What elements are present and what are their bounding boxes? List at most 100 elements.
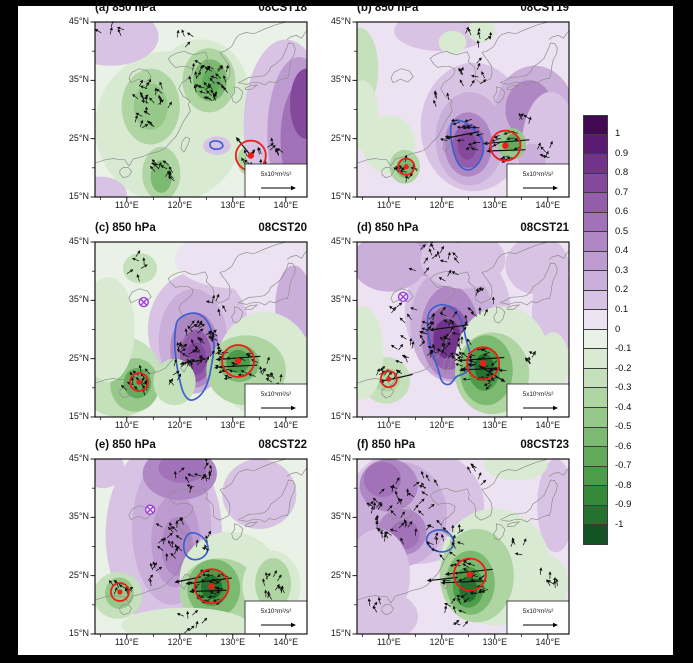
lat-tick-label: 35°N xyxy=(330,511,351,522)
blue-contour xyxy=(173,312,215,401)
colorbar-segment xyxy=(583,447,608,467)
cyclone-marker xyxy=(397,157,416,176)
lat-tick-label: 25°N xyxy=(68,569,89,580)
colorbar-tick-label: -0.6 xyxy=(615,440,632,452)
lat-tick-label: 15°N xyxy=(330,628,351,638)
panel-a: (a) 850 hPa 08CST18 5x10⁵m²/s² 45°N 35°N 25°N… xyxy=(45,2,317,215)
colorbar-tick-label: 0.4 xyxy=(615,245,629,257)
map-plot-a: 5x10⁵m²/s² xyxy=(90,21,308,202)
lon-tick-label: 130°E xyxy=(220,420,246,430)
scale-box: 5x10⁵m²/s² xyxy=(244,600,307,634)
scale-box: 5x10⁵m²/s² xyxy=(244,163,307,197)
colorbar-tick-label: 0.3 xyxy=(615,264,629,276)
scale-label: 5x10⁵m²/s² xyxy=(261,171,292,178)
colorbar-segment xyxy=(583,388,608,408)
lon-tick-label: 120°E xyxy=(167,200,193,210)
lat-tick-label: 25°N xyxy=(330,569,351,580)
colorbar-segment xyxy=(583,486,608,506)
map-layers: 5x10⁵m²/s² xyxy=(95,459,307,634)
lat-tick-label: 15°N xyxy=(330,411,351,421)
colorbar-tick-label: 0.6 xyxy=(615,206,629,218)
lat-tick-label: 15°N xyxy=(68,411,89,421)
panel-title-row: (c) 850 hPa 08CST20 xyxy=(95,222,307,234)
lat-tick-label: 45°N xyxy=(68,16,89,26)
colorbar-segment xyxy=(583,407,608,428)
scale-box: 5x10⁵m²/s² xyxy=(244,383,307,417)
colorbar-tick-label: 0.1 xyxy=(615,303,629,315)
lon-tick-label: 110°E xyxy=(114,420,139,430)
panel-label: (d) 850 hPa xyxy=(357,222,419,234)
cyclone-marker xyxy=(221,344,256,378)
cyclone-marker xyxy=(453,557,487,592)
lat-tick-label: 15°N xyxy=(68,628,89,638)
colorbar-segment xyxy=(583,349,608,369)
plot-border xyxy=(94,241,308,418)
colorbar-tick-label: -0.1 xyxy=(615,343,632,355)
map-layers: 5x10⁵m²/s² xyxy=(95,22,307,197)
low-center-icon xyxy=(397,291,409,303)
lat-tick-label: 15°N xyxy=(68,191,89,201)
cyclone-marker xyxy=(489,129,522,162)
panel-f: (f) 850 hPa 08CST23 5x10⁵m²/s² 45°N 35°N 25°N… xyxy=(307,439,579,652)
colorbar-tick-label: -0.4 xyxy=(615,401,632,413)
plot-border xyxy=(356,241,570,418)
map-plot-e: 5x10⁵m²/s² xyxy=(90,458,308,639)
map-layers: 5x10⁵m²/s² xyxy=(95,242,307,417)
coastlines xyxy=(357,22,569,179)
lat-tick-label: 25°N xyxy=(68,352,89,363)
lon-tick-label: 130°E xyxy=(220,637,246,647)
low-center-icon xyxy=(144,504,156,515)
lon-tick-label: 130°E xyxy=(482,200,508,210)
panel-label: (e) 850 hPa xyxy=(95,439,156,451)
cyclone-marker xyxy=(379,370,398,389)
lon-tick-label: 110°E xyxy=(114,200,139,210)
lon-tick-label: 130°E xyxy=(482,420,508,430)
lat-tick-label: 45°N xyxy=(68,453,89,463)
colorbar-tick-label: 0.9 xyxy=(615,147,629,159)
colorbar-tick-label: 0.7 xyxy=(615,186,629,198)
colorbar-tick-label: -0.5 xyxy=(615,421,632,433)
panel-time: 08CST20 xyxy=(258,222,307,234)
panel-c: (c) 850 hPa 08CST20 5x10⁵m²/s² 45°N 35°N 25°N… xyxy=(45,222,317,435)
map-plot-b: 5x10⁵m²/s² xyxy=(352,21,570,202)
scale-label: 5x10⁵m²/s² xyxy=(261,391,292,398)
colorbar-tick-label: -0.9 xyxy=(615,499,632,511)
blue-contour xyxy=(426,303,473,386)
colorbar-segment xyxy=(583,466,608,487)
colorbar-tick-label: -0.2 xyxy=(615,362,632,374)
lon-tick-label: 120°E xyxy=(429,420,455,430)
track-arrows xyxy=(174,576,232,594)
colorbar-segment xyxy=(583,154,608,174)
plot-border xyxy=(356,458,570,635)
panel-time: 08CST18 xyxy=(258,2,307,14)
panel-title-row: (e) 850 hPa 08CST22 xyxy=(95,439,307,451)
scale-box: 5x10⁵m²/s² xyxy=(506,383,569,417)
colorbar-tick-label: 0 xyxy=(615,323,621,335)
contour-shading xyxy=(95,242,307,417)
colorbar-segment xyxy=(583,134,608,155)
blue-contour xyxy=(449,119,485,171)
colorbar-tick-label: -1 xyxy=(615,518,624,530)
colorbar-tick-label: 1 xyxy=(615,128,621,140)
colorbar-segment xyxy=(583,173,608,194)
lon-tick-label: 140°E xyxy=(535,200,561,210)
cyclone-marker xyxy=(193,568,230,605)
colorbar-segment xyxy=(583,505,608,526)
panel-time: 08CST22 xyxy=(258,439,307,451)
cyclone-marker xyxy=(466,346,500,381)
cyclone-marker xyxy=(109,582,130,602)
track-arrows xyxy=(235,136,252,156)
blue-contour xyxy=(209,140,224,151)
panel-label: (c) 850 hPa xyxy=(95,222,156,234)
colorbar-segment xyxy=(583,525,608,545)
scale-label: 5x10⁵m²/s² xyxy=(523,391,554,398)
lon-tick-label: 120°E xyxy=(167,637,193,647)
colorbar-tick-label: -0.3 xyxy=(615,382,632,394)
panel-title-row: (f) 850 hPa 08CST23 xyxy=(357,439,569,451)
lon-tick-label: 140°E xyxy=(535,420,561,430)
colorbar-segment xyxy=(583,251,608,272)
lon-tick-label: 140°E xyxy=(273,200,299,210)
